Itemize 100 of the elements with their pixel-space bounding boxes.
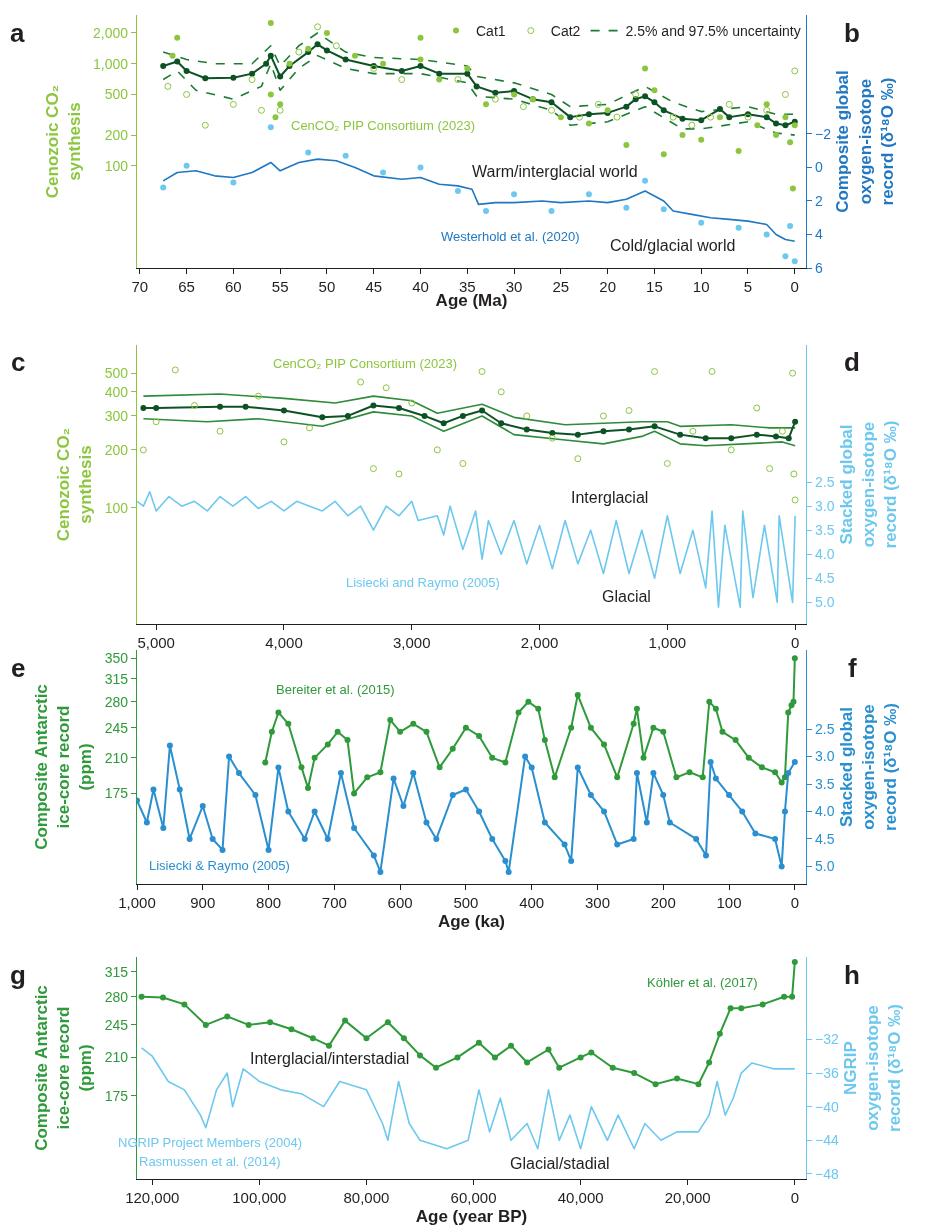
point bbox=[787, 139, 794, 146]
x-tick-label: 50 bbox=[318, 278, 336, 296]
x-tick-label: 25 bbox=[552, 278, 570, 296]
point bbox=[440, 420, 447, 427]
x-tick-label: 700 bbox=[321, 894, 347, 912]
point bbox=[673, 774, 680, 781]
y-tick-label: 100 bbox=[104, 157, 129, 174]
point bbox=[781, 993, 788, 1000]
point bbox=[387, 716, 394, 723]
annotation: Lisiecki and Raymo (2005) bbox=[346, 575, 500, 590]
point bbox=[600, 428, 607, 435]
point bbox=[735, 147, 742, 154]
y-tick-label: 210 bbox=[104, 749, 129, 766]
point bbox=[625, 407, 633, 415]
point bbox=[785, 435, 792, 442]
point bbox=[623, 103, 630, 110]
point bbox=[382, 384, 390, 392]
x-tick-label: 5,000 bbox=[137, 634, 175, 652]
point bbox=[574, 691, 581, 698]
line-series bbox=[137, 490, 796, 608]
point bbox=[492, 89, 499, 96]
y-tick-label: 500 bbox=[104, 365, 129, 382]
x-tick-label: 4,000 bbox=[265, 634, 303, 652]
point bbox=[183, 90, 191, 98]
point bbox=[626, 426, 633, 433]
y-tick-label: 300 bbox=[104, 407, 129, 424]
point bbox=[706, 698, 713, 705]
point bbox=[642, 65, 649, 72]
x-tick-label: 100 bbox=[716, 894, 742, 912]
point bbox=[476, 732, 483, 739]
point bbox=[140, 404, 147, 411]
point bbox=[483, 101, 489, 108]
x-tick-label: 5 bbox=[743, 278, 753, 296]
point bbox=[702, 435, 709, 442]
point bbox=[459, 412, 466, 419]
point bbox=[370, 402, 377, 409]
point bbox=[523, 426, 530, 433]
point bbox=[679, 132, 686, 139]
line-series bbox=[142, 393, 796, 429]
point bbox=[763, 101, 770, 108]
x-tick-label: 45 bbox=[365, 278, 383, 296]
y2-tick-label: −48 bbox=[815, 1165, 839, 1182]
y2-tick-label: 3.5 bbox=[815, 522, 835, 539]
y2-tick-label: 2.5 bbox=[815, 473, 835, 490]
point bbox=[153, 404, 160, 411]
point bbox=[497, 388, 505, 396]
point bbox=[549, 429, 556, 436]
x-tick-label: 100,000 bbox=[232, 1189, 287, 1207]
annotation: Bereiter et al. (2015) bbox=[276, 682, 395, 697]
point bbox=[630, 720, 637, 727]
point bbox=[557, 114, 564, 121]
point bbox=[745, 754, 752, 761]
point bbox=[708, 368, 716, 376]
point bbox=[766, 465, 774, 473]
point bbox=[632, 90, 640, 98]
point bbox=[380, 60, 387, 67]
y2-tick-label: 3.5 bbox=[815, 775, 835, 792]
point bbox=[408, 399, 416, 407]
point bbox=[280, 407, 287, 414]
y-tick-label: 350 bbox=[104, 650, 129, 667]
point bbox=[267, 20, 274, 27]
point bbox=[773, 120, 780, 127]
point bbox=[789, 369, 797, 377]
y-tick-label: 280 bbox=[104, 693, 129, 710]
point bbox=[773, 132, 780, 139]
y2-tick-label: −44 bbox=[815, 1132, 839, 1149]
x-tick-label: 20 bbox=[599, 278, 616, 296]
point bbox=[541, 737, 548, 744]
point bbox=[577, 1054, 584, 1061]
point bbox=[139, 446, 147, 454]
x-tick-label: 1,000 bbox=[118, 894, 156, 912]
point bbox=[464, 65, 471, 72]
y2-tick-label: 4.5 bbox=[815, 570, 835, 587]
point bbox=[324, 741, 331, 748]
point bbox=[305, 45, 312, 52]
point bbox=[152, 418, 160, 426]
x-tick-label: 1,000 bbox=[648, 634, 687, 652]
y-tick-label: 200 bbox=[104, 441, 129, 458]
point bbox=[323, 29, 330, 36]
point bbox=[433, 446, 441, 454]
point bbox=[332, 42, 340, 50]
annotation: Warm/interglacial world bbox=[472, 163, 638, 180]
point bbox=[651, 368, 659, 376]
point bbox=[548, 434, 556, 442]
point bbox=[462, 724, 469, 731]
point bbox=[421, 412, 428, 419]
point bbox=[416, 1052, 423, 1059]
y2-tick-label: 5.0 bbox=[815, 858, 835, 875]
point bbox=[698, 136, 705, 143]
point bbox=[475, 1039, 482, 1046]
point bbox=[491, 1054, 498, 1061]
point bbox=[585, 120, 592, 127]
point bbox=[285, 720, 292, 727]
point bbox=[660, 151, 667, 158]
point bbox=[525, 698, 532, 705]
point bbox=[716, 114, 723, 121]
point bbox=[410, 720, 417, 727]
point bbox=[791, 959, 798, 966]
point bbox=[417, 63, 424, 70]
point bbox=[660, 728, 667, 735]
